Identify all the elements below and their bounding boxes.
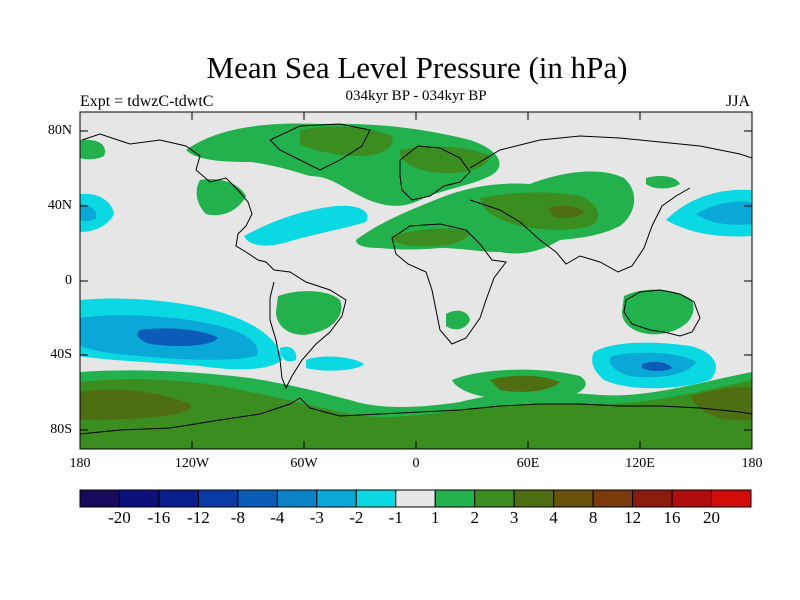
coast-australia xyxy=(623,289,701,337)
colorbar-swatch xyxy=(671,489,713,508)
lon-label-120E: 120E xyxy=(625,456,655,471)
colorbar-label: -3 xyxy=(309,508,324,527)
coast-north-america xyxy=(81,133,275,271)
field-north-america-green xyxy=(196,178,246,216)
colorbar-label: -20 xyxy=(108,508,131,527)
colorbar-label: 2 xyxy=(470,508,479,527)
field-north-atlantic-blue xyxy=(244,205,368,246)
field-south-america-cyan xyxy=(280,346,297,362)
coastlines xyxy=(80,123,752,435)
colorbar-label: 20 xyxy=(703,508,721,527)
colorbar-label: -8 xyxy=(230,508,245,527)
lon-label-60E: 60E xyxy=(516,456,540,471)
coast-antarctica xyxy=(80,397,752,435)
colorbar-swatch xyxy=(592,489,634,508)
colorbar-swatch xyxy=(158,489,199,508)
colorbar-label: -12 xyxy=(187,508,210,527)
colorbar-label: -4 xyxy=(270,508,285,527)
coast-europe xyxy=(399,145,471,201)
colorbar-swatch xyxy=(395,489,436,508)
lon-label-180e: 180 xyxy=(741,456,763,471)
colorbar-label: 4 xyxy=(549,508,558,527)
colorbar-swatch xyxy=(632,489,673,508)
field-arctic-dark xyxy=(300,126,393,156)
colorbar-label: 12 xyxy=(624,508,642,527)
lat-label-80S: 80S xyxy=(50,422,72,437)
lat-label-40N: 40N xyxy=(47,198,72,213)
field-scandinavia-dark xyxy=(399,146,490,174)
field-south-band-4 xyxy=(80,389,192,420)
colorbar-label: 16 xyxy=(663,508,681,527)
lat-label-0: 0 xyxy=(65,273,72,288)
plot-title: Mean Sea Level Pressure (in hPa) xyxy=(206,50,628,85)
field-south-indian-3 xyxy=(642,361,672,371)
colorbar-label: 1 xyxy=(430,508,440,527)
lat-label-80N: 80N xyxy=(47,123,72,138)
lon-label-120W: 120W xyxy=(174,456,210,471)
lon-label-60W: 60W xyxy=(290,456,318,471)
lon-label-180w: 180 xyxy=(69,456,91,471)
period-label: 034kyr BP - 034kyr BP xyxy=(345,88,487,104)
field-asia-center-dark xyxy=(548,205,584,219)
field-north-pacific-west-2 xyxy=(80,204,97,222)
colorbar-label: -1 xyxy=(388,508,403,527)
season-label: JJA xyxy=(726,93,751,110)
colorbar-swatch xyxy=(434,489,476,508)
field-australia-green xyxy=(622,289,694,335)
colorbar-swatch xyxy=(276,489,318,508)
coast-asia xyxy=(469,135,752,273)
colorbar-swatch xyxy=(474,489,515,508)
colorbar-label: -2 xyxy=(349,508,364,527)
colorbar xyxy=(79,489,752,508)
colorbar-swatch xyxy=(316,489,357,508)
colorbar-label: -16 xyxy=(147,508,171,527)
field-south-america-green xyxy=(276,291,342,335)
colorbar-swatch xyxy=(79,489,120,508)
experiment-label: Expt = tdwzC-tdwtC xyxy=(80,93,214,110)
field-mideast-dark xyxy=(392,228,470,247)
colorbar-swatch xyxy=(711,489,752,508)
lat-label-40S: 40S xyxy=(50,347,72,362)
field-south-atlantic-dark xyxy=(490,375,560,392)
field-alaska-green xyxy=(80,139,105,160)
field-south-band-3 xyxy=(80,379,752,449)
colorbar-label: 8 xyxy=(588,508,598,527)
colorbar-swatch xyxy=(237,489,278,508)
field-south-atlantic-blue xyxy=(306,356,364,371)
coast-south-america xyxy=(269,269,347,390)
coast-africa xyxy=(391,223,507,345)
coast-greenland xyxy=(269,123,371,171)
field-japan-green xyxy=(646,176,680,189)
colorbar-swatch xyxy=(197,489,239,508)
field-arctic-green xyxy=(186,123,500,206)
field-south-pacific-3 xyxy=(137,328,218,346)
lon-label-0: 0 xyxy=(412,456,420,471)
field-africa-south-green xyxy=(446,310,470,330)
colorbar-swatch xyxy=(513,489,555,508)
colorbar-swatch xyxy=(118,489,160,508)
colorbar-swatch xyxy=(553,489,594,508)
pressure-field xyxy=(80,123,752,449)
field-eurasia-dark xyxy=(480,192,599,230)
field-north-pacific-east-2 xyxy=(696,201,752,225)
colorbar-swatch xyxy=(355,489,397,508)
colorbar-label: 3 xyxy=(509,508,519,527)
field-north-pacific-west-1 xyxy=(80,193,114,232)
axis-ticks xyxy=(80,112,752,449)
